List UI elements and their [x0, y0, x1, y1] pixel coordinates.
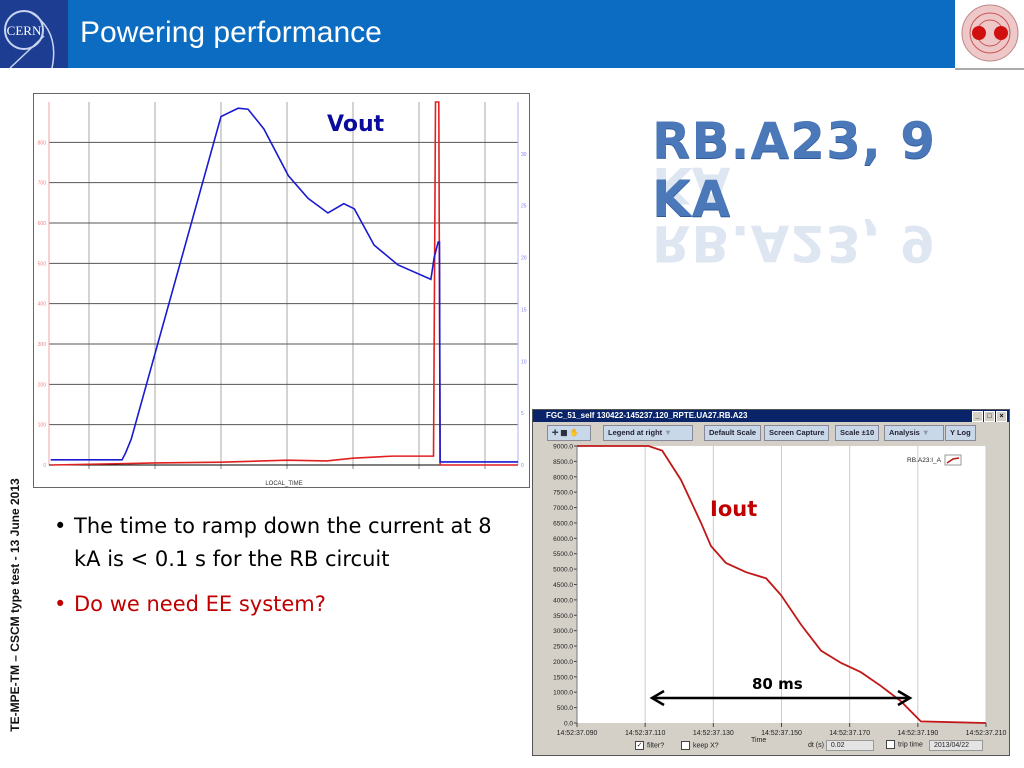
minimize-button[interactable]: _ — [972, 411, 983, 422]
y-tick-label: 3000.0 — [553, 628, 573, 635]
y2-tick-label: 10 — [521, 359, 527, 365]
svg-text:CERN: CERN — [7, 23, 42, 38]
y-tick-label: 8000.0 — [553, 474, 573, 481]
y-tick-label: 4000.0 — [553, 597, 573, 604]
bullet-list: • The time to ramp down the current at 8 … — [52, 510, 502, 633]
duration-label: 80 ms — [752, 675, 803, 693]
y2-tick-label: 25 — [521, 204, 527, 210]
checkbox-icon — [681, 741, 690, 750]
dt-label: dt (s) — [808, 742, 824, 749]
y-tick-label: 6500.0 — [553, 520, 573, 527]
vout-line — [50, 107, 518, 463]
y-tick-label: 9000.0 — [553, 444, 573, 451]
iout-label: Iout — [710, 497, 758, 521]
x-tick-label: 14:52:37.170 — [829, 730, 870, 737]
current-line — [577, 445, 987, 724]
y-tick-label: 2500.0 — [553, 644, 573, 651]
y-tick-label: 7000.0 — [553, 505, 573, 512]
y2-tick-label: 15 — [521, 307, 527, 313]
legend-swatch — [944, 454, 962, 466]
filter-label: filter? — [647, 742, 665, 750]
analysis-dropdown[interactable]: Analysis ▼ — [884, 425, 944, 441]
filter-checkbox[interactable]: ✓ filter? — [635, 741, 664, 750]
dt-control: dt (s) 0.02 — [808, 740, 874, 751]
y-tick-label: 4500.0 — [553, 582, 573, 589]
x-axis-label: LOCAL_TIME — [265, 481, 302, 487]
trip-time-label: trip time — [898, 741, 923, 749]
scale-button[interactable]: Scale ±10 — [835, 425, 880, 441]
default-scale-button[interactable]: Default Scale — [704, 425, 762, 441]
current-line — [50, 101, 518, 466]
x-tick-label: 14:52:37.090 — [557, 730, 598, 737]
vout-label: Vout — [327, 112, 385, 137]
screen-capture-button[interactable]: Screen Capture — [764, 425, 830, 441]
bullet-text: The time to ramp down the current at 8 k… — [74, 514, 492, 571]
headline: RB.A23, 9 KA — [652, 112, 937, 228]
y-log-button[interactable]: Y Log — [945, 425, 976, 441]
x-tick-label: 14:52:37.190 — [897, 730, 938, 737]
y-tick-label: 500 — [38, 261, 47, 267]
fgc-window: FGC_51_self 130422-145237.120_RPTE.UA27.… — [532, 409, 1010, 756]
y-tick-label: 3500.0 — [553, 613, 573, 620]
legend-dropdown[interactable]: Legend at right ▼ — [603, 425, 693, 441]
y-tick-label: 7500.0 — [553, 490, 573, 497]
y-tick-label: 1500.0 — [553, 674, 573, 681]
checkbox-icon — [886, 740, 895, 749]
checkbox-icon: ✓ — [635, 741, 644, 750]
y2-tick-label: 20 — [521, 256, 527, 262]
y-tick-label: 2000.0 — [553, 659, 573, 666]
bullet-icon: • — [54, 514, 67, 538]
y-tick-label: 8500.0 — [553, 459, 573, 466]
window-title: FGC_51_self 130422-145237.120_RPTE.UA27.… — [546, 411, 748, 420]
page-title: Powering performance — [80, 16, 382, 49]
y2-tick-label: 30 — [521, 152, 527, 158]
chevron-down-icon: ▼ — [664, 428, 672, 437]
close-button[interactable]: × — [996, 411, 1007, 422]
y-tick-label: 200 — [38, 382, 47, 388]
footer-vertical-text: TE-MPE-TM – CSCM type test - 13 June 201… — [8, 478, 22, 732]
trip-time-checkbox[interactable]: trip time — [886, 740, 923, 749]
dt-input[interactable]: 0.02 — [825, 740, 874, 751]
lhc-magnet-logo — [955, 0, 1024, 70]
x-tick-label: 14:52:37.210 — [966, 730, 1007, 737]
cern-logo: CERN — [0, 0, 68, 69]
keep-x-checkbox[interactable]: keep X? — [681, 741, 719, 750]
bullet-text: Do we need EE system? — [74, 592, 326, 616]
window-titlebar[interactable]: FGC_51_self 130422-145237.120_RPTE.UA27.… — [533, 410, 1009, 422]
legend-label: RB.A23:I_A — [907, 457, 942, 464]
x-tick-label: 14:52:37.130 — [693, 730, 734, 737]
y2-tick-label: 0 — [521, 463, 524, 469]
vout-chart: 0 100 200 300 400 500 600 700 800 0 5 10 15 20 25 30 LOC… — [33, 93, 530, 488]
time-axis-label: Time — [751, 737, 767, 744]
y-tick-label: 600 — [38, 221, 47, 227]
y-tick-label: 800 — [38, 140, 47, 146]
y-tick-label: 500.0 — [557, 705, 574, 712]
legend-dropdown-label: Legend at right — [608, 428, 663, 437]
bullet-item: • Do we need EE system? — [52, 588, 502, 621]
y-tick-label: 5500.0 — [553, 551, 573, 558]
y2-tick-label: 5 — [521, 411, 524, 417]
keep-x-label: keep X? — [693, 742, 719, 750]
y-tick-label: 100 — [38, 423, 47, 429]
y-tick-label: 0.0 — [564, 721, 573, 728]
y-tick-label: 1000.0 — [553, 690, 573, 697]
chevron-down-icon: ▼ — [921, 428, 930, 437]
y-tick-label: 6000.0 — [553, 536, 573, 543]
x-tick-label: 14:52:37.150 — [761, 730, 802, 737]
maximize-button[interactable]: □ — [984, 411, 995, 422]
y-tick-label: 5000.0 — [553, 567, 573, 574]
headline-reflection: RB.A23, 9 KA — [652, 156, 937, 272]
x-tick-label: 14:52:37.110 — [625, 730, 665, 737]
header-bar — [0, 0, 1024, 68]
y-tick-label: 700 — [38, 181, 47, 187]
cursor-tools-button[interactable]: ✛ ▦ ✋ — [547, 425, 591, 441]
legend-line — [946, 457, 960, 464]
y-tick-label: 300 — [38, 342, 47, 348]
bullet-item: • The time to ramp down the current at 8 … — [52, 510, 502, 576]
y-tick-label: 400 — [38, 302, 47, 308]
y-tick-label: 0 — [43, 463, 46, 469]
analysis-dropdown-label: Analysis — [889, 428, 920, 437]
bullet-icon: • — [54, 592, 67, 616]
date-field[interactable]: 2013/04/22 — [929, 740, 983, 751]
